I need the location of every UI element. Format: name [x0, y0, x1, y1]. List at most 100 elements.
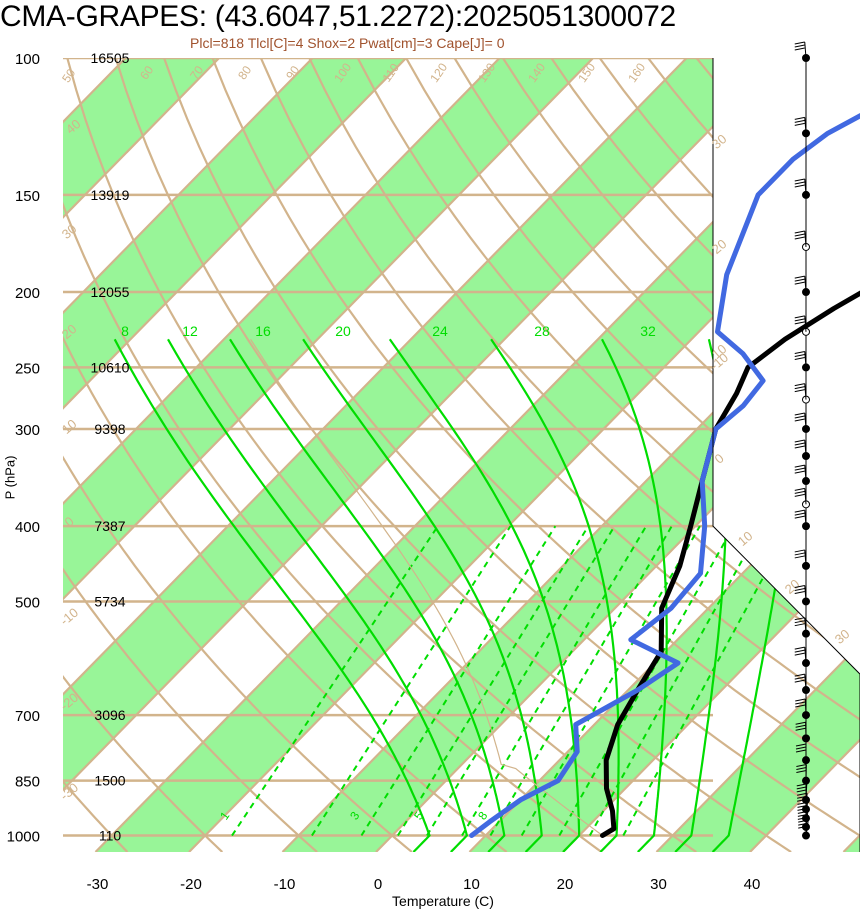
- isotherm-line: [63, 58, 594, 852]
- wind-barb-flag: [794, 178, 805, 182]
- dry-adiabat: [356, 58, 860, 852]
- isotherm-line: [63, 58, 781, 852]
- wind-barb: [804, 585, 807, 602]
- wind-barb: [804, 42, 807, 59]
- mixing-ratio-line: [231, 525, 439, 837]
- wind-barb-flag: [794, 233, 805, 237]
- plot-area: [0, 58, 860, 852]
- mixing-ratio-line: [622, 525, 792, 837]
- moist-adiabat-label: 28: [534, 323, 550, 339]
- wind-barb-flag: [794, 383, 805, 387]
- wind-barb-flag: [795, 743, 807, 747]
- dry-adiabat-label: 80: [235, 63, 254, 82]
- wind-barb-flag: [794, 236, 805, 240]
- wind-barb-flag: [794, 278, 805, 282]
- isotherm-line: [63, 58, 220, 852]
- wind-barb-flag: [794, 493, 805, 497]
- wind-barb: [804, 488, 807, 505]
- wind-barb-flag: [797, 810, 808, 814]
- pressure-tick-label: 150: [15, 188, 40, 205]
- wind-barb-flag: [794, 555, 805, 559]
- wind-barb: [804, 440, 807, 457]
- wind-barb-flag: [794, 464, 805, 468]
- height-label: 12055: [91, 284, 130, 300]
- panel-border: [712, 58, 860, 852]
- pressure-tick-label: 250: [15, 360, 40, 377]
- mixing-ratio-line: [461, 525, 648, 837]
- height-label: 9398: [94, 421, 125, 437]
- wind-barb-flag: [797, 816, 808, 820]
- wind-barb-flag: [795, 724, 806, 728]
- pressure-tick-label: 100: [15, 51, 40, 68]
- x-tick-label: 0: [374, 876, 382, 893]
- wind-barb-flag: [797, 807, 808, 811]
- wind-barb: [804, 117, 807, 134]
- wind-barb: [804, 412, 807, 430]
- moist-adiabat: [601, 338, 668, 852]
- wind-barb-flag: [794, 652, 805, 656]
- isotherm-line: [0, 58, 32, 852]
- isotherm-band: [63, 58, 594, 852]
- wind-barb-flag: [794, 281, 805, 285]
- mixing-ratio-line: [489, 525, 673, 837]
- wind-barb-flag: [794, 552, 805, 556]
- dry-adiabat: [63, 58, 413, 852]
- dry-adiabat: [405, 58, 860, 852]
- wind-barb-flag: [794, 415, 805, 419]
- wind-barb-flag: [794, 445, 805, 449]
- mixing-ratio-line: [397, 525, 590, 837]
- wind-barb-flag: [794, 585, 805, 589]
- chart-subtitle: Plcl=818 Tlcl[C]=4 Shox=2 Pwat[cm]=3 Cap…: [190, 35, 505, 51]
- wind-barb: [804, 674, 807, 691]
- moist-adiabat: [229, 338, 506, 852]
- isotherm-label: 10: [59, 416, 80, 437]
- wind-barb-flag: [795, 704, 806, 708]
- pressure-tick-label: 400: [15, 519, 40, 536]
- wind-barb-flag: [794, 321, 805, 325]
- wind-barb-flag: [794, 649, 805, 653]
- wind-barb-flag: [794, 44, 805, 48]
- isotherm-line: [63, 58, 407, 852]
- wind-barb-flag: [794, 122, 805, 126]
- moist-adiabat-label: 16: [255, 323, 271, 339]
- wind-barb-flag: [795, 698, 806, 702]
- wind-barb-flag: [794, 439, 805, 443]
- x-tick-label: -30: [87, 876, 109, 893]
- wind-barb-flag: [794, 646, 805, 650]
- x-axis-label: Temperature (C): [392, 893, 494, 909]
- isotherm-label: 10: [735, 528, 756, 549]
- moist-adiabat: [490, 338, 620, 852]
- wind-barb-flag: [794, 47, 805, 51]
- wind-barb-flag: [794, 116, 805, 120]
- wind-barb-flag: [798, 825, 809, 829]
- wind-barb: [804, 647, 807, 664]
- wind-barb-flag: [794, 275, 805, 279]
- moist-adiabat: [388, 338, 581, 852]
- wind-barb-flag: [796, 769, 807, 773]
- dry-adiabat: [63, 58, 508, 852]
- moist-adiabat-label: 20: [335, 323, 351, 339]
- pressure-tick-label: 200: [15, 285, 40, 302]
- wind-barb-flag: [794, 230, 805, 234]
- wind-barb-flag: [796, 786, 807, 790]
- wind-barb: [804, 351, 807, 368]
- wind-barb-flag: [794, 350, 805, 354]
- pressure-tick-label: 500: [15, 594, 40, 611]
- dry-adiabat: [259, 58, 860, 852]
- wind-barb-flag: [794, 549, 805, 553]
- dry-adiabat: [163, 58, 860, 852]
- wind-barb-flag: [794, 509, 805, 513]
- wind-barb: [804, 510, 807, 527]
- dry-adiabat: [114, 58, 792, 852]
- dry-adiabat-label: 120: [427, 60, 450, 85]
- chart-title: CMA-GRAPES: (43.6047,51.2272):2025051300…: [0, 0, 676, 33]
- wind-barb: [804, 230, 807, 248]
- wind-barb-flag: [798, 822, 809, 826]
- wind-barb-flag: [798, 819, 809, 823]
- wind-barb: [804, 276, 807, 293]
- wind-barb-flag: [797, 801, 808, 805]
- height-label: 13919: [91, 187, 130, 203]
- dry-adiabat: [211, 58, 860, 852]
- wind-barb-flag: [794, 676, 805, 680]
